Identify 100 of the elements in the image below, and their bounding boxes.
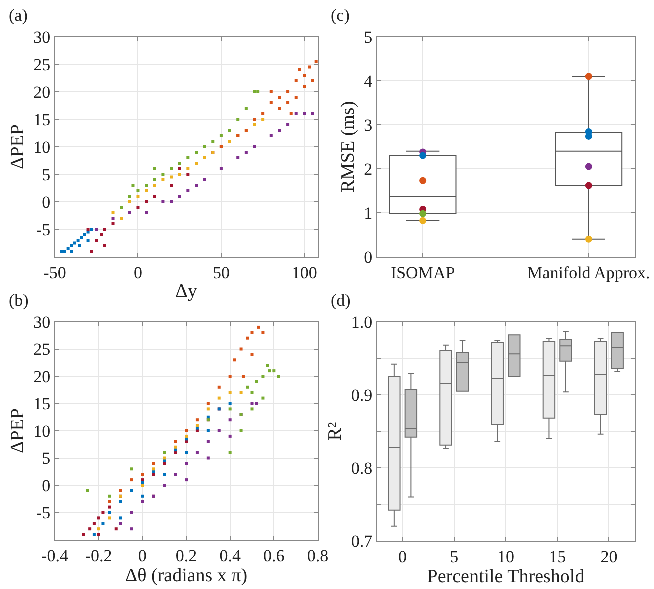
- point: [250, 408, 254, 411]
- point: [286, 90, 290, 94]
- point: [97, 533, 100, 536]
- point: [262, 375, 265, 378]
- point: [246, 386, 250, 389]
- y-tick-label: 20: [34, 82, 51, 102]
- point: [186, 168, 190, 170]
- x-tick-label: 0: [138, 546, 147, 566]
- point: [108, 506, 112, 509]
- point: [108, 516, 112, 520]
- point: [112, 222, 115, 226]
- point: [130, 468, 134, 471]
- point: [228, 402, 232, 406]
- point: [286, 124, 290, 126]
- point: [174, 446, 178, 449]
- point: [92, 533, 96, 536]
- point: [218, 386, 221, 389]
- point: [194, 151, 198, 154]
- point: [185, 451, 188, 454]
- point: [86, 228, 90, 231]
- x-tick-label: -50: [44, 263, 66, 282]
- y-tick-label: 4: [364, 72, 374, 91]
- point: [136, 195, 140, 198]
- point: [86, 489, 90, 492]
- point: [250, 402, 254, 406]
- point: [253, 118, 256, 121]
- point: [233, 358, 236, 362]
- x-tick-label: 0.4: [220, 546, 242, 566]
- point: [278, 96, 282, 99]
- x-tick-label: 50: [212, 263, 230, 282]
- point: [218, 430, 221, 432]
- chart-title: (a): [9, 6, 28, 25]
- x-axis-title: Δθ (radians x π): [125, 565, 248, 586]
- point: [103, 228, 106, 231]
- x-axis-title: Δy: [176, 281, 198, 302]
- point: [153, 184, 156, 187]
- point: [240, 430, 243, 432]
- point: [206, 440, 210, 444]
- point: [86, 239, 90, 242]
- point: [240, 391, 243, 394]
- point: [170, 200, 174, 204]
- point: [312, 112, 315, 116]
- point: [203, 178, 206, 182]
- point: [220, 168, 223, 170]
- point: [194, 162, 198, 165]
- point: [170, 176, 174, 179]
- y-tick-label: -5: [36, 504, 51, 523]
- point: [270, 102, 273, 104]
- point: [308, 66, 312, 69]
- point: [303, 74, 306, 77]
- point: [97, 516, 100, 520]
- point: [228, 451, 232, 454]
- point: [103, 244, 106, 248]
- x-tick-label: -0.4: [42, 546, 69, 566]
- point: [119, 500, 122, 504]
- point: [114, 528, 118, 531]
- point: [174, 440, 178, 444]
- point: [228, 418, 232, 422]
- point: [153, 195, 156, 198]
- point: [212, 140, 215, 143]
- point: [196, 426, 199, 430]
- point: [141, 473, 144, 476]
- point: [102, 511, 105, 514]
- point: [78, 244, 82, 248]
- point: [119, 516, 122, 520]
- point: [298, 68, 302, 72]
- point: [185, 478, 188, 482]
- y-tick-label: 15: [34, 394, 51, 414]
- point: [290, 112, 293, 116]
- x-axis-title: Percentile Threshold: [427, 566, 586, 588]
- point: [178, 162, 182, 165]
- point: [136, 206, 140, 209]
- y-tick-label: 5: [364, 28, 373, 47]
- point: [270, 90, 273, 94]
- y-tick-label: 3: [364, 116, 373, 135]
- y-axis-title: RMSE (ms): [338, 101, 359, 193]
- point: [174, 473, 178, 476]
- point: [82, 533, 85, 536]
- point: [228, 129, 232, 132]
- y-tick-label: 0: [42, 192, 51, 212]
- point: [278, 107, 282, 110]
- point: [206, 456, 210, 460]
- point: [277, 375, 280, 378]
- y-tick-label: 25: [34, 340, 51, 360]
- x-tick-label: Manifold Approx.: [528, 263, 650, 282]
- point: [272, 370, 276, 373]
- point: [95, 239, 98, 242]
- point: [145, 200, 148, 204]
- point: [108, 500, 112, 504]
- y-tick-label: 2: [364, 160, 373, 179]
- y-tick-label: 1: [364, 204, 373, 223]
- point: [90, 250, 94, 253]
- point: [112, 212, 115, 214]
- point: [206, 408, 210, 411]
- point: [170, 184, 174, 187]
- point: [92, 522, 96, 526]
- point: [286, 102, 290, 104]
- point: [95, 228, 98, 231]
- point: [60, 250, 64, 253]
- point: [130, 478, 134, 482]
